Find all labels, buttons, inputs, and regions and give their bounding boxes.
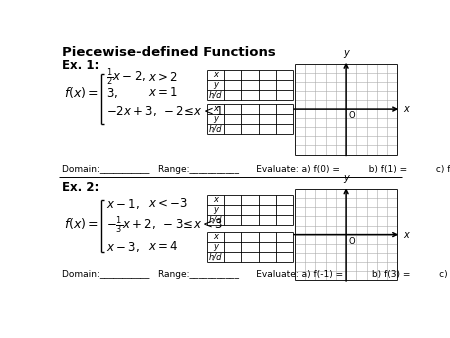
Text: $x-1,$: $x-1,$ — [106, 197, 140, 211]
Text: y: y — [343, 173, 349, 183]
Text: h/d: h/d — [209, 124, 223, 133]
Text: $x-3,$: $x-3,$ — [106, 240, 140, 254]
Text: y: y — [213, 242, 218, 251]
Text: h/d: h/d — [209, 252, 223, 261]
Text: y: y — [343, 48, 349, 57]
Text: y: y — [213, 80, 218, 89]
Text: $f(x) =$: $f(x) =$ — [64, 86, 99, 100]
Text: Ex. 2:: Ex. 2: — [63, 182, 100, 194]
Text: x: x — [213, 195, 218, 204]
Text: $x>2$: $x>2$ — [148, 71, 178, 84]
Text: x: x — [213, 70, 218, 79]
Text: x: x — [404, 230, 409, 240]
Text: h/d: h/d — [209, 90, 223, 99]
Text: $3,$: $3,$ — [106, 86, 118, 100]
Text: Piecewise-defined Functions: Piecewise-defined Functions — [63, 46, 276, 59]
Text: h/d: h/d — [209, 215, 223, 224]
Text: $f(x) =$: $f(x) =$ — [64, 216, 99, 231]
Text: Domain:___________   Range:___________      Evaluate: a) f(0) =          b) f(1): Domain:___________ Range:___________ Eva… — [63, 165, 450, 174]
Text: x: x — [213, 232, 218, 241]
Text: x: x — [213, 104, 218, 113]
Text: $\frac{1}{2}x-2,$: $\frac{1}{2}x-2,$ — [106, 67, 146, 88]
Text: y: y — [213, 205, 218, 214]
Text: Domain:___________   Range:___________      Evaluate: a) f(-1) =          b) f(3: Domain:___________ Range:___________ Eva… — [63, 270, 450, 279]
Text: $x=1$: $x=1$ — [148, 87, 178, 99]
Text: $-2x+3,\;-2\!\leq\! x<1$: $-2x+3,\;-2\!\leq\! x<1$ — [106, 104, 224, 118]
Text: O: O — [348, 237, 355, 246]
Text: Ex. 1:: Ex. 1: — [63, 59, 100, 72]
Text: x: x — [404, 104, 409, 114]
Text: O: O — [348, 112, 355, 120]
Text: y: y — [213, 114, 218, 123]
Text: $x=4$: $x=4$ — [148, 240, 178, 254]
Text: $x<-3$: $x<-3$ — [148, 197, 188, 210]
Text: $-\frac{1}{3}x+2,\;-3\!\leq\! x<3$: $-\frac{1}{3}x+2,\;-3\!\leq\! x<3$ — [106, 215, 223, 236]
